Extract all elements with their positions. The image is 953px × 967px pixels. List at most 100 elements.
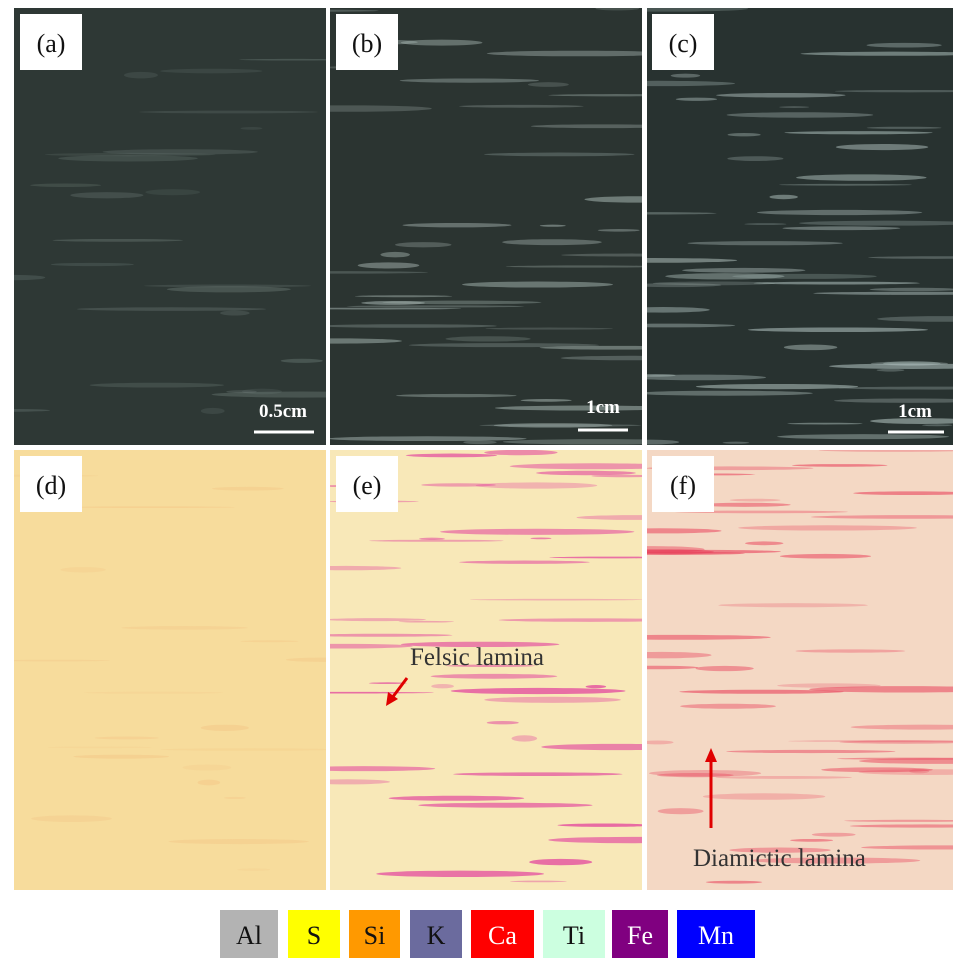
legend-label: Fe xyxy=(627,921,653,950)
streak xyxy=(779,106,809,108)
streak xyxy=(145,189,200,195)
streak xyxy=(745,541,784,545)
streak xyxy=(451,688,626,694)
streak xyxy=(727,112,874,117)
streak xyxy=(237,868,270,871)
streak xyxy=(121,626,248,630)
streak xyxy=(790,839,833,842)
streak xyxy=(124,72,158,79)
streak xyxy=(84,692,223,694)
legend-label: Si xyxy=(364,921,386,950)
streak xyxy=(777,683,881,687)
streak xyxy=(653,281,775,285)
streak xyxy=(306,634,452,637)
streak xyxy=(769,195,798,199)
streak xyxy=(728,133,761,136)
streak xyxy=(65,506,235,508)
streak xyxy=(784,345,837,351)
streak xyxy=(470,599,644,601)
streak xyxy=(706,881,762,884)
streak xyxy=(395,242,451,247)
streak xyxy=(487,51,672,57)
streak xyxy=(703,793,825,799)
streak xyxy=(389,796,525,801)
streak xyxy=(696,384,858,389)
legend-label: Ti xyxy=(563,921,585,950)
streak xyxy=(682,268,805,273)
streak xyxy=(445,336,530,341)
streak xyxy=(812,833,856,837)
streak xyxy=(463,440,497,444)
streak xyxy=(201,408,225,414)
streak xyxy=(922,424,952,426)
legend-label: S xyxy=(307,921,321,950)
streak xyxy=(201,725,249,731)
streak xyxy=(241,127,263,130)
streak xyxy=(95,737,159,740)
scale-bar-label: 1cm xyxy=(586,397,620,418)
streak xyxy=(77,307,266,311)
streak xyxy=(402,223,511,227)
streak xyxy=(0,660,110,662)
streak xyxy=(382,301,541,305)
panel-label: (f) xyxy=(670,471,696,500)
streak xyxy=(318,324,497,328)
streak xyxy=(730,499,781,502)
streak xyxy=(494,423,613,428)
streak xyxy=(224,797,246,799)
streak xyxy=(51,263,134,266)
streak xyxy=(521,399,572,402)
streak xyxy=(540,225,566,227)
streak xyxy=(399,621,454,623)
streak xyxy=(529,859,592,865)
legend-label: K xyxy=(427,921,446,950)
streak xyxy=(598,229,640,232)
streak xyxy=(688,241,843,245)
streak xyxy=(744,223,786,225)
figure: (a) (b) (c) (d) (e) (f) 0.5cm 1cm 1cm Fe… xyxy=(0,0,953,967)
streak xyxy=(52,239,183,242)
streak xyxy=(671,74,701,78)
streak xyxy=(160,69,262,74)
panel-label: (c) xyxy=(669,29,698,58)
streak xyxy=(676,98,717,101)
streak xyxy=(787,423,862,425)
streak xyxy=(198,780,221,786)
streak xyxy=(328,436,527,441)
streak xyxy=(346,305,524,307)
streak xyxy=(679,690,843,694)
streak xyxy=(326,618,426,621)
streak xyxy=(380,252,409,257)
panel-a-image xyxy=(14,8,326,445)
streak xyxy=(748,328,928,332)
streak xyxy=(642,740,674,744)
legend-label: Mn xyxy=(698,921,734,950)
streak xyxy=(453,772,623,776)
streak xyxy=(836,144,928,150)
streak xyxy=(476,482,598,488)
panel-d-image xyxy=(14,450,326,890)
streak xyxy=(419,538,445,540)
streak xyxy=(281,359,323,363)
annotation: Felsic lamina xyxy=(410,644,544,671)
streak xyxy=(528,82,569,87)
streak xyxy=(738,525,917,530)
streak xyxy=(58,155,198,161)
streak xyxy=(867,127,942,129)
streak xyxy=(484,697,621,703)
streak xyxy=(369,540,504,542)
streak xyxy=(867,43,942,48)
streak xyxy=(73,755,169,759)
streak xyxy=(396,394,517,397)
streak xyxy=(680,704,776,709)
streak xyxy=(406,454,497,458)
streak xyxy=(484,153,635,157)
streak xyxy=(358,262,420,268)
streak xyxy=(649,770,761,777)
streak xyxy=(440,529,634,535)
scale-bar-label: 1cm xyxy=(898,401,932,422)
panel-label: (a) xyxy=(37,29,66,58)
streak xyxy=(31,815,112,822)
scale-bar-label: 0.5cm xyxy=(259,401,307,422)
streak xyxy=(723,442,750,444)
